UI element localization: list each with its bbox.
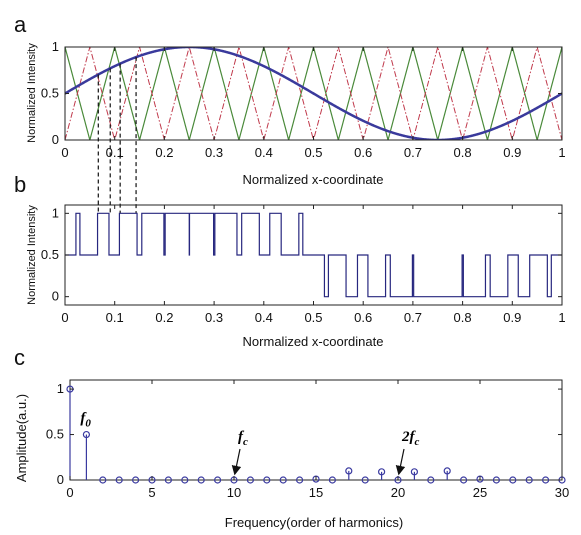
- panel-c-ytick-label: 0: [57, 472, 64, 487]
- panel-c-stem-marker: [378, 468, 386, 476]
- panel-c-stem-marker: [197, 476, 205, 484]
- panel-c-ytick-label: 0.5: [46, 427, 64, 442]
- panel-c-stem-marker: [492, 476, 500, 484]
- panel-c-stem-marker: [82, 430, 91, 439]
- panel-b-yticks: 00.51: [41, 205, 562, 304]
- panel-a-series-group: [65, 47, 562, 140]
- panel-c-stem-marker: [427, 476, 435, 484]
- panel-b-ytick-label: 1: [52, 205, 59, 220]
- panel-c-stem-marker: [214, 476, 222, 484]
- panel-c-stem-marker: [99, 476, 107, 484]
- panel-c-stem-marker: [296, 476, 304, 484]
- panel-b-xtick-label: 0: [61, 310, 68, 325]
- panel-c-stem-marker: [132, 476, 140, 484]
- panel-a-xtick-label: 0.7: [404, 145, 422, 160]
- panel-a-xtick-label: 0: [61, 145, 68, 160]
- panel-c-xticks: 0 5 10 15 20 25 30: [66, 380, 569, 500]
- panel-b-xtick-label: 0.6: [354, 310, 372, 325]
- panel-c-annotation-arrow: [395, 448, 406, 476]
- panel-c-stem-marker: [263, 476, 271, 484]
- panel-c-yticks: 00.51: [46, 381, 562, 487]
- panel-b-ytick-label: 0.5: [41, 247, 59, 262]
- panel-a-xtick-label: 0.9: [503, 145, 521, 160]
- panel-a-sine-series: [65, 47, 562, 140]
- panel-c-stems: [66, 385, 566, 484]
- panel-c-xtick-label: 20: [391, 485, 405, 500]
- panel-b-ytick-label: 0: [52, 289, 59, 304]
- panel-a-xtick-label: 0.3: [205, 145, 223, 160]
- panel-c-stem-marker: [361, 476, 369, 484]
- panel-c-stem-marker: [246, 476, 254, 484]
- panel-a-xtick-label: 1: [558, 145, 565, 160]
- panel-b-series-group: [65, 212, 562, 298]
- panel-b-xticks: 0 0.1 0.2 0.3 0.4 0.5 0.6 0.7 0.8 0.9 1: [61, 205, 566, 325]
- panel-a-xtick-label: 0.5: [304, 145, 322, 160]
- panel-b-xtick-label: 0.9: [503, 310, 521, 325]
- panel-c-stem-marker: [410, 468, 418, 476]
- panel-b-xlabel: Normalized x-coordinate: [243, 334, 384, 349]
- panel-a-yticks: 00.51: [41, 39, 562, 147]
- panel-a-ylabel: Normalized Intensity: [26, 43, 38, 143]
- panel-c-ylabel: Amplitude(a.u.): [14, 394, 29, 482]
- panel-c-xtick-label: 0: [66, 485, 73, 500]
- panel-b-ylabel: Normalized Intensity: [26, 205, 38, 305]
- panel-c-annotation: fc: [238, 429, 248, 448]
- panel-label-c: c: [14, 345, 25, 370]
- panel-label-a: a: [14, 12, 27, 37]
- panel-b-xtick-label: 0.4: [255, 310, 273, 325]
- panel-c-xlabel: Frequency(order of harmonics): [225, 515, 403, 530]
- panel-c-annotation-arrow: [231, 448, 242, 476]
- panel-b-xtick-label: 0.7: [404, 310, 422, 325]
- panel-a-xtick-label: 0.6: [354, 145, 372, 160]
- panel-b-xtick-label: 0.1: [106, 310, 124, 325]
- panel-a-xtick-label: 0.8: [454, 145, 472, 160]
- panel-a-ytick-label: 0: [52, 132, 59, 147]
- panel-b-xtick-label: 0.8: [454, 310, 472, 325]
- panel-c-xtick-label: 15: [309, 485, 323, 500]
- panel-a-xtick-label: 0.4: [255, 145, 273, 160]
- panel-a-xlabel: Normalized x-coordinate: [243, 172, 384, 187]
- panel-a-ytick-label: 1: [52, 39, 59, 54]
- panel-c-stem-marker: [181, 476, 189, 484]
- panel-c-ytick-label: 1: [57, 381, 64, 396]
- panel-c-axes-frame: [69, 379, 563, 481]
- panel-b-xtick-label: 1: [558, 310, 565, 325]
- panel-b-xtick-label: 0.3: [205, 310, 223, 325]
- panel-c-annotation: f0: [80, 411, 91, 430]
- panel-c-xtick-label: 30: [555, 485, 569, 500]
- panel-a-ytick-label: 0.5: [41, 86, 59, 101]
- panel-c-stem-marker: [443, 467, 451, 475]
- panel-a-red-triangle-series: [65, 47, 562, 140]
- panel-c-annotations: f0 fc 2fc: [80, 411, 420, 476]
- panel-c-stem-marker: [115, 476, 123, 484]
- panel-a-plot: 0 0.1 0.2 0.3 0.4 0.5 0.6 0.7 0.8 0.9 1 00.51 Norm…: [26, 39, 566, 187]
- panel-a-xtick-label: 0.1: [106, 145, 124, 160]
- guide-lines: [97, 57, 137, 214]
- panel-c-xtick-label: 5: [148, 485, 155, 500]
- panel-c-stem-marker: [509, 476, 517, 484]
- panel-a-xtick-label: 0.2: [155, 145, 173, 160]
- panel-c-stem-marker: [279, 476, 287, 484]
- panel-c-stem-marker: [460, 476, 468, 484]
- panel-b-xtick-label: 0.2: [155, 310, 173, 325]
- panel-label-b: b: [14, 172, 26, 197]
- panel-b-plot: 0 0.1 0.2 0.3 0.4 0.5 0.6 0.7 0.8 0.9 1 00.51 Norm…: [26, 204, 566, 349]
- panel-c-xtick-label: 25: [473, 485, 487, 500]
- panel-c-stem-marker: [345, 467, 353, 475]
- panel-c-stem-marker: [525, 476, 533, 484]
- panel-b-xtick-label: 0.5: [304, 310, 322, 325]
- panel-c-stem-marker: [328, 476, 336, 484]
- panel-c-stem-marker: [164, 476, 172, 484]
- panel-c-xtick-label: 10: [227, 485, 241, 500]
- panel-c-annotation: 2fc: [401, 429, 420, 448]
- panel-a-xticks: 0 0.1 0.2 0.3 0.4 0.5 0.6 0.7 0.8 0.9 1: [61, 47, 566, 160]
- panel-b-pwm-series: [65, 212, 562, 298]
- panel-c-stem-marker: [541, 476, 550, 484]
- panel-a-green-triangle-series: [65, 47, 562, 140]
